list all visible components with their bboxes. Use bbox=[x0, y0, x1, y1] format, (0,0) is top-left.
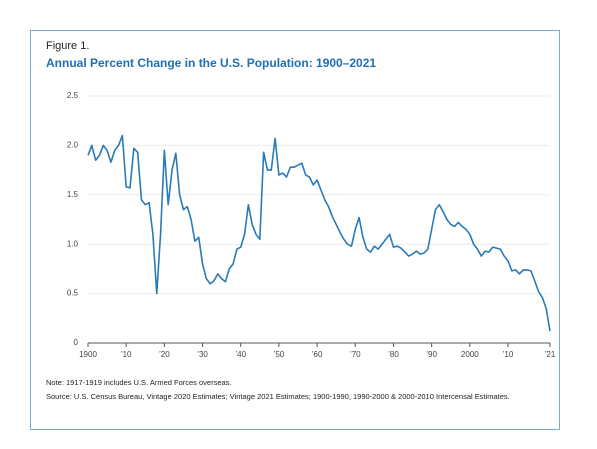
x-tick-label: ’70 bbox=[350, 350, 361, 359]
x-tick-label: ’50 bbox=[274, 350, 285, 359]
y-tick-label: 2.0 bbox=[67, 141, 79, 150]
y-tick-label: 0.5 bbox=[67, 289, 79, 298]
frame bbox=[30, 30, 560, 430]
x-tick-label: ’21 bbox=[545, 350, 556, 359]
x-tick-label: ’10 bbox=[121, 350, 132, 359]
note: Note: 1917-1919 includes U.S. Armed Forc… bbox=[46, 378, 232, 387]
x-tick-label: 1900 bbox=[79, 350, 97, 359]
y-tick-label: 2.5 bbox=[67, 91, 79, 100]
x-tick-label: ’90 bbox=[426, 350, 437, 359]
figure-label: Figure 1. bbox=[46, 40, 90, 52]
x-tick-label: ’40 bbox=[235, 350, 246, 359]
y-tick-label: 1.5 bbox=[67, 190, 79, 199]
y-tick-label: 0 bbox=[74, 338, 79, 347]
x-tick-label: ’20 bbox=[159, 350, 170, 359]
source: Source: U.S. Census Bureau, Vintage 2020… bbox=[46, 392, 510, 401]
x-tick-label: 2000 bbox=[461, 350, 479, 359]
data-line bbox=[87, 134, 551, 332]
x-tick-label: ’30 bbox=[197, 350, 208, 359]
x-tick-label: ’80 bbox=[388, 350, 399, 359]
y-tick-label: 1.0 bbox=[67, 239, 79, 248]
x-tick-label: ’60 bbox=[312, 350, 323, 359]
chart-title: Annual Percent Change in the U.S. Popula… bbox=[46, 56, 377, 70]
x-tick-label: ’10 bbox=[503, 350, 514, 359]
